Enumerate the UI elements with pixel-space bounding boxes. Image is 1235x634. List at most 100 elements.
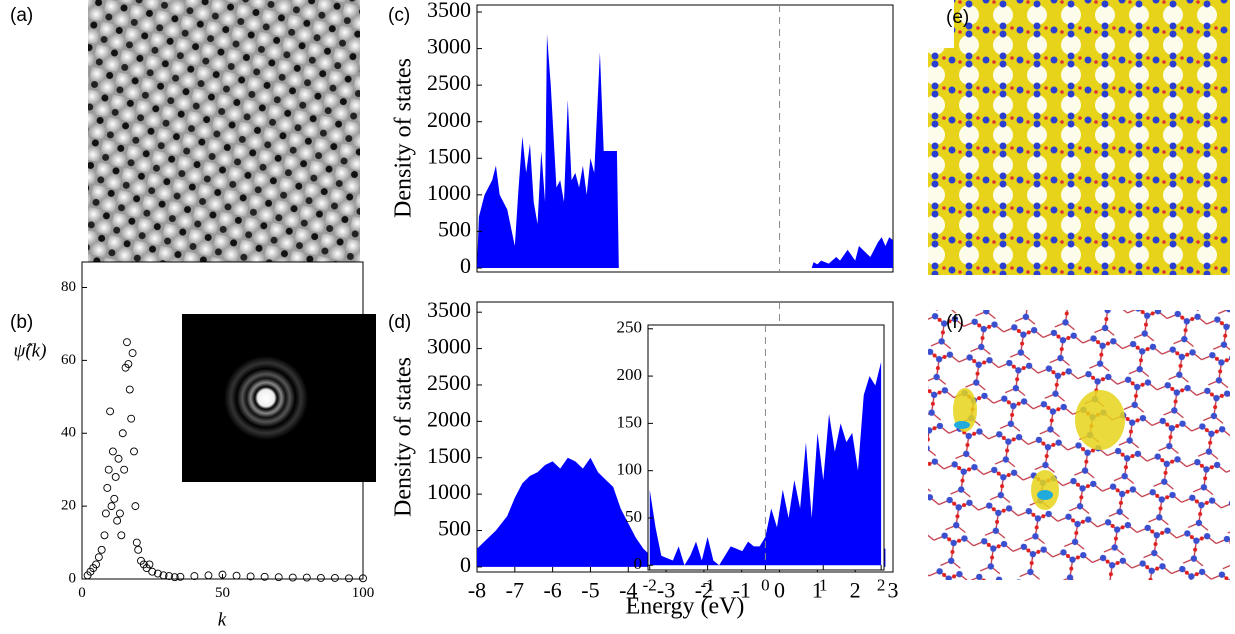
dos-area — [477, 457, 886, 567]
x-tick-label: 3 — [888, 578, 899, 603]
x-tick-label: -8 — [468, 578, 486, 603]
data-point — [101, 509, 110, 518]
y-tick-label: 80 — [61, 279, 76, 295]
y-tick-label: 100 — [617, 460, 643, 479]
data-point — [345, 574, 353, 583]
data-point — [127, 414, 136, 423]
data-point — [316, 573, 325, 582]
data-point — [114, 454, 123, 463]
y-tick-label: 20 — [61, 498, 76, 514]
data-point — [165, 572, 174, 581]
y-tick-label: 500 — [438, 516, 471, 541]
data-point — [145, 560, 154, 569]
panel-label: (a) — [10, 5, 33, 26]
data-point — [110, 494, 119, 503]
data-point — [170, 573, 179, 582]
y-tick-label: 1500 — [427, 143, 471, 168]
y-tick-label: 60 — [61, 352, 76, 368]
x-tick-label: -1 — [733, 578, 751, 603]
data-point — [132, 538, 141, 547]
y-tick-label: 2500 — [427, 370, 471, 395]
y-tick-label: 200 — [617, 365, 643, 384]
x-tick-label: -4 — [619, 578, 637, 603]
data-point — [130, 447, 138, 456]
data-point — [125, 385, 134, 394]
y-tick-label: 2500 — [427, 70, 471, 95]
x-tick-label: 2 — [877, 575, 886, 594]
x-tick-label: -3 — [657, 578, 675, 603]
data-point — [115, 509, 124, 518]
y-tick-label: 2000 — [427, 406, 471, 431]
panel-a-image — [88, 0, 360, 275]
panel-e-image — [928, 0, 1230, 275]
y-tick-label: 1000 — [427, 180, 471, 205]
data-point — [123, 338, 131, 347]
data-point — [274, 573, 283, 582]
x-tick-label: -2 — [643, 575, 657, 594]
data-point — [117, 531, 126, 540]
data-point — [128, 349, 137, 358]
y-tick-label: 3000 — [427, 34, 471, 59]
y-tick-label: 1500 — [427, 443, 471, 468]
x-tick-label: 0 — [761, 575, 770, 594]
x-tick-label: 1 — [812, 578, 823, 603]
data-point — [232, 571, 241, 580]
data-point — [153, 569, 162, 578]
y-tick-label: 1000 — [427, 479, 471, 504]
data-point — [106, 407, 115, 416]
data-point — [246, 572, 255, 581]
panel-label: (f) — [946, 312, 964, 333]
y-axis-label: ψ̂(k) — [14, 340, 47, 361]
data-point — [288, 573, 297, 582]
x-tick-label: 0 — [774, 578, 785, 603]
panel-b-inset-image — [182, 314, 376, 482]
panel-f-image — [928, 310, 1230, 580]
x-tick-label: 100 — [352, 585, 375, 601]
y-tick-label: 0 — [460, 253, 471, 278]
data-point — [120, 465, 129, 474]
x-tick-label: 50 — [215, 585, 230, 601]
panel-label: (c) — [388, 5, 410, 26]
x-axis-label: k — [218, 609, 227, 630]
data-point — [94, 553, 103, 562]
x-tick-label: 0 — [78, 585, 86, 601]
data-point — [204, 571, 213, 580]
y-tick-label: 150 — [617, 412, 643, 431]
dos-area — [477, 33, 893, 268]
x-tick-label: -6 — [543, 578, 561, 603]
data-point — [118, 429, 127, 438]
data-point — [176, 572, 185, 581]
y-axis-label: Density of states — [391, 357, 417, 517]
y-tick-label: 2000 — [427, 107, 471, 132]
y-tick-label: 0 — [460, 552, 471, 577]
x-tick-label: -5 — [581, 578, 599, 603]
data-point — [134, 545, 143, 554]
data-point — [159, 571, 168, 580]
y-axis-label: Density of states — [391, 58, 417, 218]
data-point — [131, 502, 140, 511]
x-tick-label: -1 — [700, 575, 714, 594]
x-axis-label: Energy (eV) — [626, 594, 745, 620]
y-tick-label: 0 — [69, 570, 77, 586]
x-tick-label: -7 — [506, 578, 524, 603]
data-point — [100, 531, 109, 540]
data-point — [103, 483, 112, 492]
data-point — [113, 516, 122, 525]
y-tick-label: 50 — [625, 507, 642, 526]
y-tick-label: 0 — [634, 554, 643, 573]
data-point — [148, 567, 157, 576]
y-tick-label: 500 — [438, 216, 471, 241]
data-point — [302, 573, 311, 582]
panel-label: (e) — [946, 7, 969, 28]
x-tick-label: 2 — [850, 578, 861, 603]
panel-label: (b) — [10, 312, 33, 333]
panel-label: (d) — [388, 312, 411, 333]
y-tick-label: 3500 — [427, 297, 471, 322]
y-tick-label: 3500 — [427, 0, 471, 22]
data-point — [124, 360, 133, 368]
x-tick-label: 1 — [819, 575, 828, 594]
y-tick-label: 3000 — [427, 334, 471, 359]
data-point — [260, 572, 269, 581]
data-point — [330, 573, 339, 582]
